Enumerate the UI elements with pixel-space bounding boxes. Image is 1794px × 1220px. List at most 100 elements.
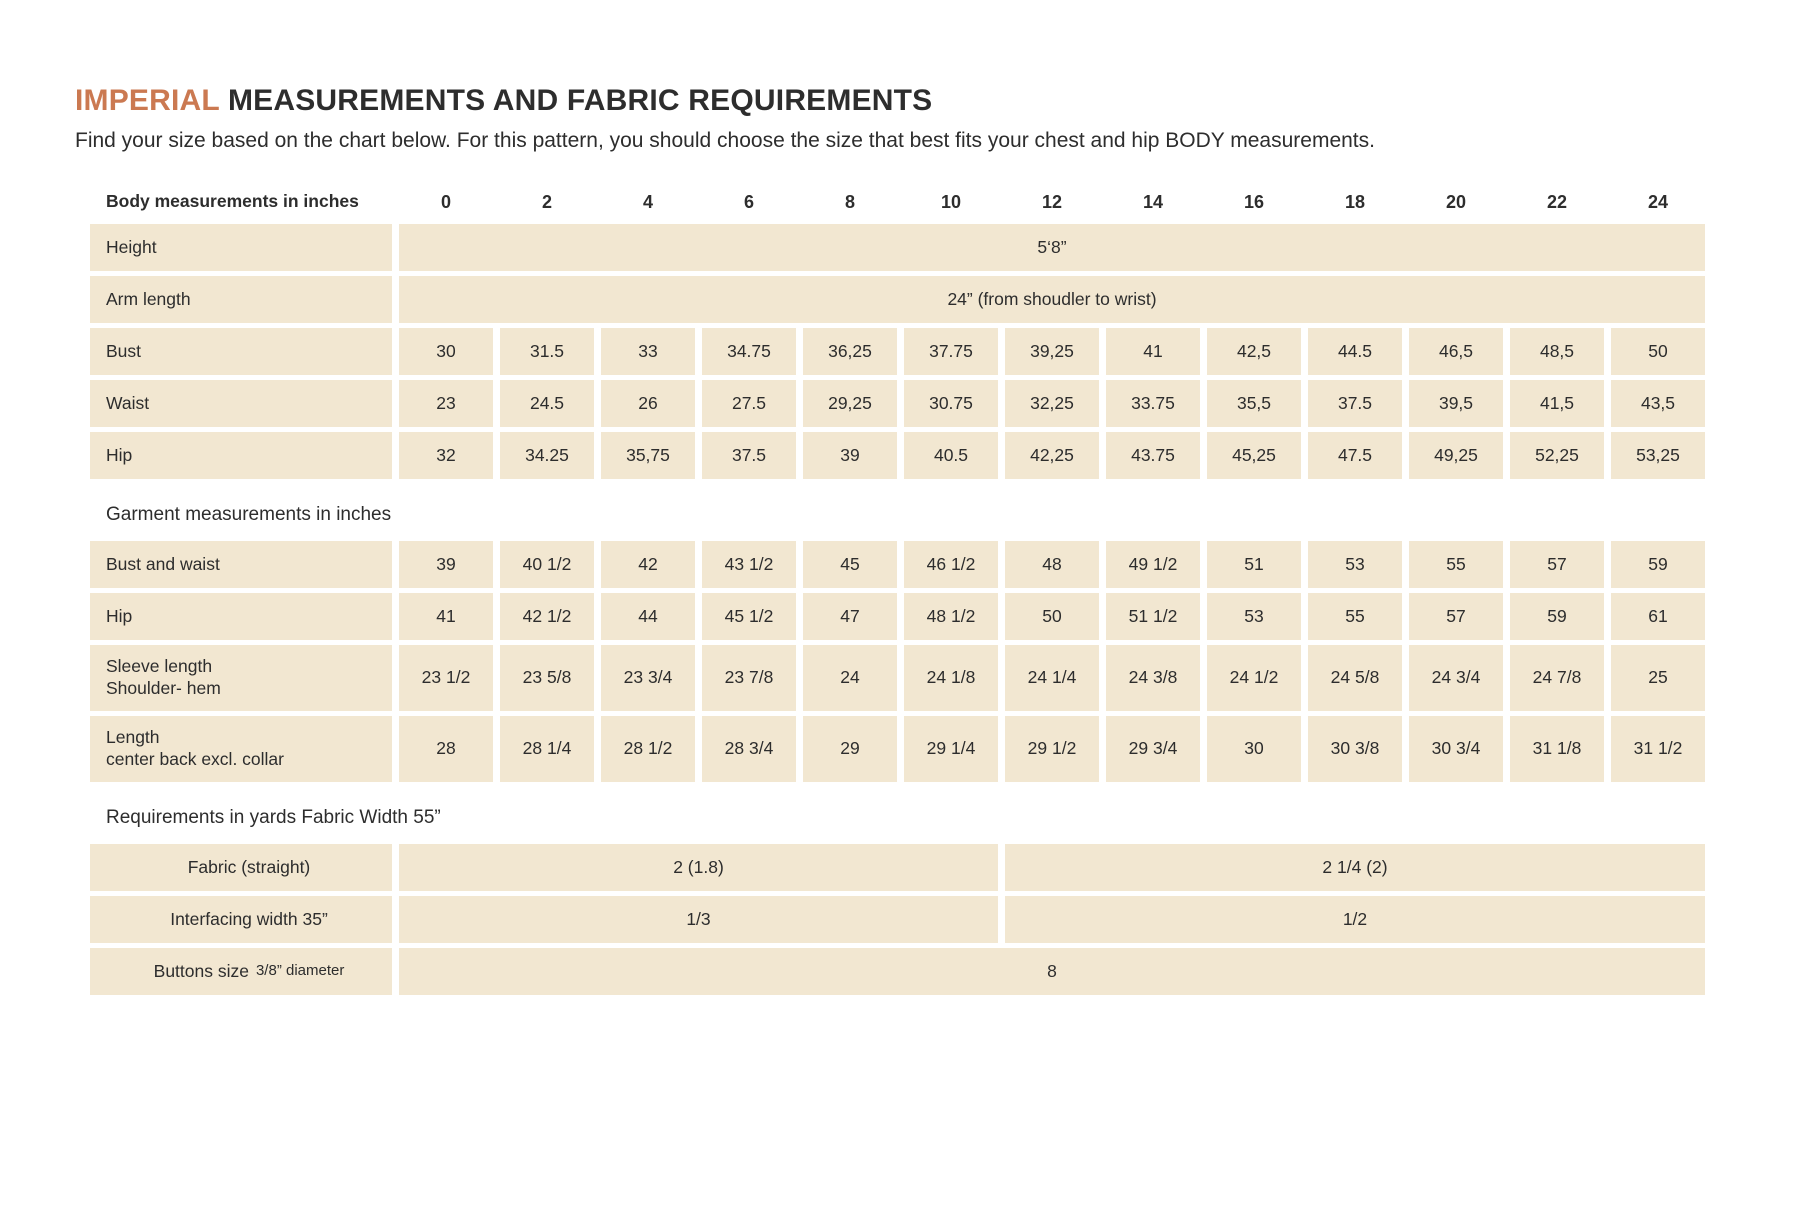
- row-label-sleeve-length: Sleeve length Shoulder- hem: [90, 645, 392, 711]
- hip-value-size-18: 55: [1308, 593, 1402, 640]
- bust-and-waist-value-size-24: 59: [1611, 541, 1705, 588]
- row-label-bust-and-waist: Bust and waist: [90, 541, 392, 588]
- bust-and-waist-value-size-20: 55: [1409, 541, 1503, 588]
- size-column-header-12: 12: [1041, 191, 1063, 212]
- length-value-size-14: 29 3/4: [1106, 716, 1200, 782]
- bust-value-size-8: 36,25: [803, 328, 897, 375]
- row-label-line: Waist: [106, 392, 150, 413]
- row-label-hip: Hip: [90, 593, 392, 640]
- hip-value-size-6: 37.5: [702, 432, 796, 479]
- hip-value-size-16: 53: [1207, 593, 1301, 640]
- bust-and-waist-value-size-18: 53: [1308, 541, 1402, 588]
- bust-and-waist-value-size-14: 49 1/2: [1106, 541, 1200, 588]
- row-label-waist: Waist: [90, 380, 392, 427]
- hip-value-size-10: 40.5: [904, 432, 998, 479]
- page: IMPERIAL MEASUREMENTS AND FABRIC REQUIRE…: [75, 84, 1794, 995]
- sleeve-length-value-size-24: 25: [1611, 645, 1705, 711]
- page-subtitle: Find your size based on the chart below.…: [75, 129, 1375, 152]
- hip-value-size-22: 59: [1510, 593, 1604, 640]
- waist-value-size-22: 41,5: [1510, 380, 1604, 427]
- sleeve-length-value-size-16: 24 1/2: [1207, 645, 1301, 711]
- waist-value-size-6: 27.5: [702, 380, 796, 427]
- hip-value-size-10: 48 1/2: [904, 593, 998, 640]
- bust-and-waist-value-size-2: 40 1/2: [500, 541, 594, 588]
- bust-value-size-16: 42,5: [1207, 328, 1301, 375]
- hip-value-size-4: 35,75: [601, 432, 695, 479]
- hip-value-size-2: 42 1/2: [500, 593, 594, 640]
- length-value-size-0: 28: [399, 716, 493, 782]
- size-column-header-16: 16: [1243, 191, 1265, 212]
- length-value-size-10: 29 1/4: [904, 716, 998, 782]
- row-label-line: Buttons size: [153, 960, 249, 981]
- row-label-line: Hip: [106, 605, 133, 626]
- length-value-size-8: 29: [803, 716, 897, 782]
- length-value-size-20: 30 3/4: [1409, 716, 1503, 782]
- sleeve-length-value-size-4: 23 3/4: [601, 645, 695, 711]
- page-title: IMPERIAL MEASUREMENTS AND FABRIC REQUIRE…: [75, 84, 1794, 117]
- waist-value-size-18: 37.5: [1308, 380, 1402, 427]
- fabric-straight-small-sizes-value: 2 (1.8): [399, 844, 998, 891]
- row-label-line: Interfacing width 35”: [170, 908, 328, 929]
- hip-value-size-22: 52,25: [1510, 432, 1604, 479]
- size-column-header-2: 2: [541, 191, 552, 212]
- length-value-size-18: 30 3/8: [1308, 716, 1402, 782]
- bust-and-waist-value-size-16: 51: [1207, 541, 1301, 588]
- waist-value-size-24: 43,5: [1611, 380, 1705, 427]
- row-label-line: Bust and waist: [106, 553, 220, 574]
- waist-value-size-14: 33.75: [1106, 380, 1200, 427]
- height-span-value: 5‘8”: [399, 224, 1705, 271]
- body-measurements-header: Body measurements in inches: [106, 191, 359, 212]
- size-column-header-18: 18: [1344, 191, 1366, 212]
- bust-and-waist-value-size-6: 43 1/2: [702, 541, 796, 588]
- hip-value-size-20: 57: [1409, 593, 1503, 640]
- row-label-hip: Hip: [90, 432, 392, 479]
- hip-value-size-0: 32: [399, 432, 493, 479]
- row-label-note: 3/8” diameter: [255, 962, 345, 980]
- row-label-line: center back excl. collar: [106, 749, 284, 769]
- hip-value-size-8: 39: [803, 432, 897, 479]
- size-column-header-8: 8: [844, 191, 855, 212]
- sleeve-length-value-size-18: 24 5/8: [1308, 645, 1402, 711]
- hip-value-size-2: 34.25: [500, 432, 594, 479]
- size-column-header-6: 6: [743, 191, 754, 212]
- hip-value-size-14: 51 1/2: [1106, 593, 1200, 640]
- interfacing-width-35-large-sizes-value: 1/2: [1005, 896, 1705, 943]
- size-column-header-24: 24: [1647, 191, 1669, 212]
- hip-value-size-4: 44: [601, 593, 695, 640]
- length-value-size-12: 29 1/2: [1005, 716, 1099, 782]
- size-column-header-4: 4: [642, 191, 653, 212]
- fabric-straight-large-sizes-value: 2 1/4 (2): [1005, 844, 1705, 891]
- row-label-line: Height: [106, 236, 157, 257]
- hip-value-size-16: 45,25: [1207, 432, 1301, 479]
- sleeve-length-value-size-14: 24 3/8: [1106, 645, 1200, 711]
- bust-value-size-18: 44.5: [1308, 328, 1402, 375]
- bust-and-waist-value-size-0: 39: [399, 541, 493, 588]
- hip-value-size-6: 45 1/2: [702, 593, 796, 640]
- bust-value-size-24: 50: [1611, 328, 1705, 375]
- waist-value-size-0: 23: [399, 380, 493, 427]
- title-accent: IMPERIAL: [75, 84, 220, 117]
- hip-value-size-14: 43.75: [1106, 432, 1200, 479]
- row-label-height: Height: [90, 224, 392, 271]
- hip-value-size-18: 47.5: [1308, 432, 1402, 479]
- row-label-arm-length: Arm length: [90, 276, 392, 323]
- hip-value-size-20: 49,25: [1409, 432, 1503, 479]
- bust-and-waist-value-size-12: 48: [1005, 541, 1099, 588]
- hip-value-size-24: 53,25: [1611, 432, 1705, 479]
- row-label-line: Shoulder- hem: [106, 678, 221, 698]
- size-column-header-20: 20: [1445, 191, 1467, 212]
- hip-value-size-24: 61: [1611, 593, 1705, 640]
- bust-value-size-14: 41: [1106, 328, 1200, 375]
- sleeve-length-value-size-6: 23 7/8: [702, 645, 796, 711]
- row-label-interfacing-width-35: Interfacing width 35”: [90, 896, 392, 943]
- hip-value-size-8: 47: [803, 593, 897, 640]
- bust-value-size-2: 31.5: [500, 328, 594, 375]
- bust-value-size-4: 33: [601, 328, 695, 375]
- arm-length-span-value: 24” (from shoudler to wrist): [399, 276, 1705, 323]
- waist-value-size-8: 29,25: [803, 380, 897, 427]
- sleeve-length-value-size-2: 23 5/8: [500, 645, 594, 711]
- sleeve-length-value-size-12: 24 1/4: [1005, 645, 1099, 711]
- length-value-size-4: 28 1/2: [601, 716, 695, 782]
- waist-value-size-16: 35,5: [1207, 380, 1301, 427]
- row-label-line: Fabric (straight): [187, 856, 311, 877]
